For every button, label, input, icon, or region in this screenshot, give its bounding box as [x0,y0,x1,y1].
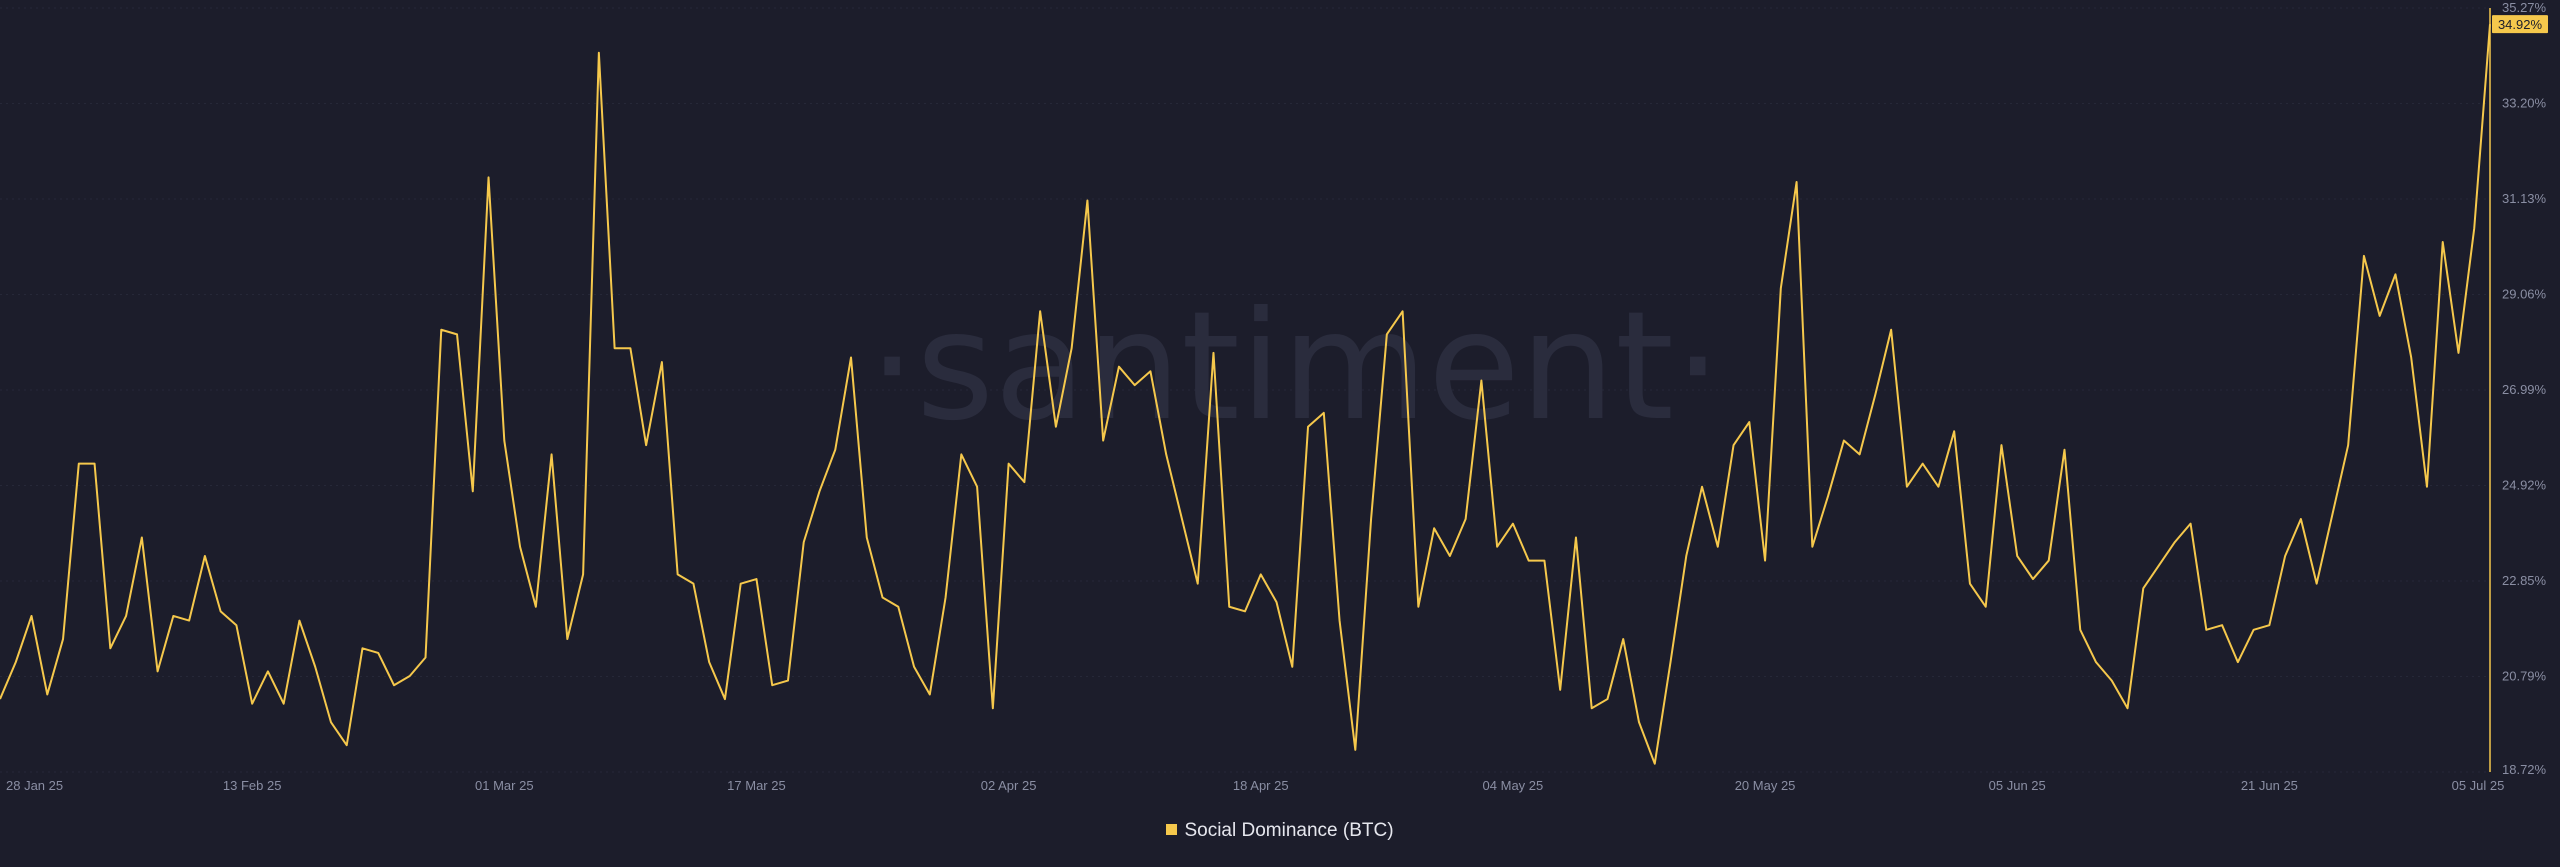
x-tick-label: 04 May 25 [1483,778,1544,793]
x-tick-label: 01 Mar 25 [475,778,534,793]
y-axis: 35.27% 33.20% 31.13% 29.06% 26.99% 24.92% 22.8… [2489,0,2547,777]
y-tick-label: 24.92% [2502,478,2547,493]
legend-label: Social Dominance (BTC) [1184,820,1394,841]
x-tick-label: 18 Apr 25 [1233,778,1289,793]
x-tick-label: 02 Apr 25 [981,778,1037,793]
x-tick-label: 17 Mar 25 [727,778,786,793]
y-tick-label: 31.13% [2502,191,2547,206]
x-tick-label: 05 Jul 25 [2452,778,2505,793]
series-layer [0,24,2491,765]
last-value-badge-bg [2492,15,2548,34]
last-value-label: 34.92% [2498,17,2543,32]
legend-swatch [1166,824,1178,835]
y-tick-label: 33.20% [2502,96,2547,111]
grid [0,7,2490,773]
watermark-text: ·santiment· [868,280,1721,454]
last-value-badge: 34.92% [2492,15,2548,34]
y-tick-label: 26.99% [2502,382,2547,397]
x-tick-label: 20 May 25 [1735,778,1796,793]
y-tick-label: 18.72% [2502,762,2547,777]
y-tick-label: 35.27% [2502,0,2547,15]
x-axis: 28 Jan 25 13 Feb 25 01 Mar 25 17 Mar 25 02 A… [6,778,2504,793]
y-tick-label: 22.85% [2502,573,2547,588]
series-line-social-dominance-btc[interactable] [0,24,2491,765]
y-tick-label: 20.79% [2502,669,2547,684]
y-tick-label: 29.06% [2502,287,2547,302]
x-tick-label: 13 Feb 25 [223,778,282,793]
x-tick-label: 05 Jun 25 [1989,778,2046,793]
x-tick-label: 21 Jun 25 [2241,778,2298,793]
x-tick-label: 28 Jan 25 [6,778,63,793]
legend[interactable]: Social Dominance (BTC) [0,820,2560,842]
